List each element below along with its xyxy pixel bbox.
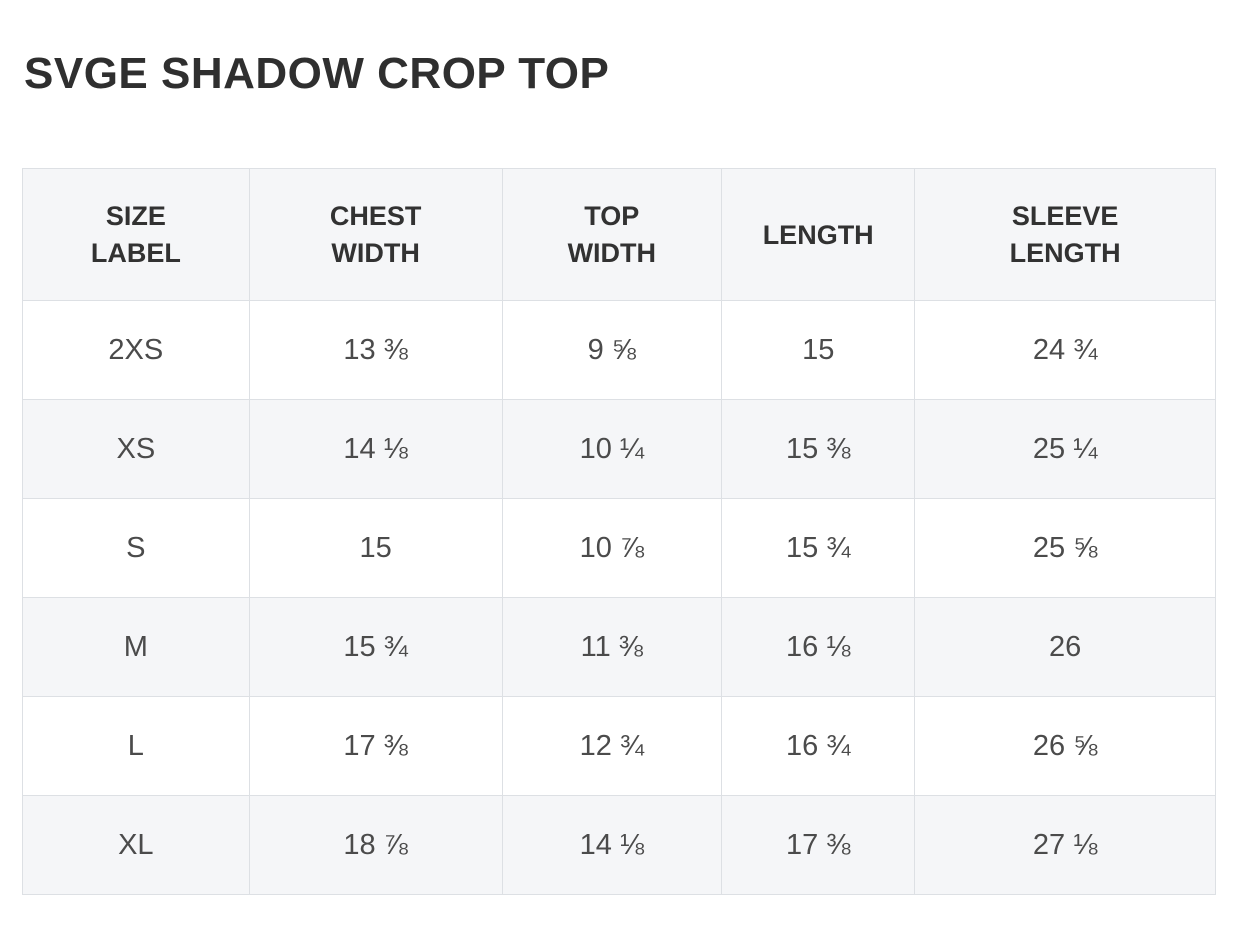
page-title: SVGE SHADOW CROP TOP <box>24 49 610 98</box>
header-cell-size-label: SIZE LABEL <box>22 168 250 302</box>
cell-chest-width: 13 ⅜ <box>248 300 503 401</box>
table-row-l: L 17 ⅜ 12 ¾ 16 ¾ 26 ⅝ <box>22 696 1216 797</box>
size-chart-header: SIZE LABEL CHEST WIDTH TOP WIDTH LENGTH … <box>22 168 1216 302</box>
header-cell-chest-width: CHEST WIDTH <box>248 168 503 302</box>
cell-sleeve-length: 27 ⅛ <box>914 795 1216 896</box>
cell-top-width: 12 ¾ <box>501 696 723 797</box>
cell-chest-width: 18 ⅞ <box>248 795 503 896</box>
cell-size: XS <box>22 399 250 500</box>
cell-size: XL <box>22 795 250 896</box>
cell-size: L <box>22 696 250 797</box>
cell-top-width: 10 ⅞ <box>501 498 723 599</box>
cell-length: 16 ¾ <box>721 696 916 797</box>
table-row-2xs: 2XS 13 ⅜ 9 ⅝ 15 24 ¾ <box>22 300 1216 401</box>
cell-top-width: 9 ⅝ <box>501 300 723 401</box>
header-cell-length: LENGTH <box>721 168 916 302</box>
cell-chest-width: 15 <box>248 498 503 599</box>
cell-length: 15 <box>721 300 916 401</box>
size-chart-container: SIZE LABEL CHEST WIDTH TOP WIDTH LENGTH … <box>22 168 1216 896</box>
table-row-xs: XS 14 ⅛ 10 ¼ 15 ⅜ 25 ¼ <box>22 399 1216 500</box>
cell-sleeve-length: 25 ¼ <box>914 399 1216 500</box>
table-row-s: S 15 10 ⅞ 15 ¾ 25 ⅝ <box>22 498 1216 599</box>
cell-top-width: 10 ¼ <box>501 399 723 500</box>
cell-sleeve-length: 24 ¾ <box>914 300 1216 401</box>
cell-sleeve-length: 25 ⅝ <box>914 498 1216 599</box>
header-cell-sleeve-length: SLEEVE LENGTH <box>914 168 1216 302</box>
size-chart-body: 2XS 13 ⅜ 9 ⅝ 15 24 ¾ XS 14 ⅛ 10 ¼ 15 ⅜ 2… <box>22 300 1216 896</box>
table-row-xl: XL 18 ⅞ 14 ⅛ 17 ⅜ 27 ⅛ <box>22 795 1216 896</box>
cell-size: S <box>22 498 250 599</box>
cell-length: 15 ¾ <box>721 498 916 599</box>
cell-size: M <box>22 597 250 698</box>
cell-sleeve-length: 26 <box>914 597 1216 698</box>
header-cell-top-width: TOP WIDTH <box>501 168 723 302</box>
cell-sleeve-length: 26 ⅝ <box>914 696 1216 797</box>
table-row-m: M 15 ¾ 11 ⅜ 16 ⅛ 26 <box>22 597 1216 698</box>
header-row: SIZE LABEL CHEST WIDTH TOP WIDTH LENGTH … <box>22 168 1216 302</box>
size-chart-table: SIZE LABEL CHEST WIDTH TOP WIDTH LENGTH … <box>22 168 1216 896</box>
cell-top-width: 14 ⅛ <box>501 795 723 896</box>
cell-length: 16 ⅛ <box>721 597 916 698</box>
cell-length: 15 ⅜ <box>721 399 916 500</box>
cell-length: 17 ⅜ <box>721 795 916 896</box>
cell-chest-width: 14 ⅛ <box>248 399 503 500</box>
cell-size: 2XS <box>22 300 250 401</box>
cell-chest-width: 15 ¾ <box>248 597 503 698</box>
cell-chest-width: 17 ⅜ <box>248 696 503 797</box>
cell-top-width: 11 ⅜ <box>501 597 723 698</box>
